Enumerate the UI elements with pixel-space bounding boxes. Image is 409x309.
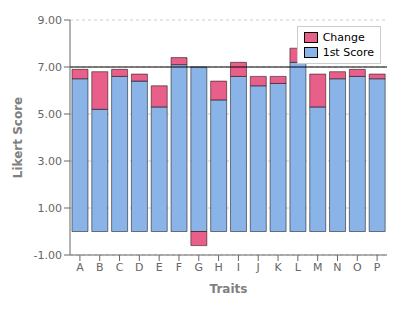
svg-text:A: A: [76, 261, 84, 274]
svg-text:O: O: [353, 261, 362, 274]
svg-text:M: M: [313, 261, 323, 274]
svg-text:H: H: [214, 261, 222, 274]
html-text:1st Score: 1st Score: [322, 46, 374, 59]
svg-text:B: B: [96, 261, 104, 274]
svg-text:7.00: 7.00: [38, 61, 63, 74]
svg-text:F: F: [176, 261, 182, 274]
svg-text:9.00: 9.00: [38, 14, 63, 27]
svg-text:K: K: [274, 261, 282, 274]
svg-text:I: I: [237, 261, 240, 274]
svg-text:3.00: 3.00: [38, 155, 63, 168]
svg-text:Likert Score: Likert Score: [11, 97, 25, 178]
svg-text:5.00: 5.00: [38, 108, 63, 121]
svg-text:N: N: [333, 261, 341, 274]
svg-text:C: C: [116, 261, 124, 274]
svg-text:G: G: [195, 261, 204, 274]
svg-text:-1.00: -1.00: [34, 249, 62, 262]
svg-text:1.00: 1.00: [38, 202, 63, 215]
svg-text:J: J: [256, 261, 260, 274]
svg-text:L: L: [295, 261, 302, 274]
html-text:Change: Change: [322, 31, 365, 44]
svg-text:P: P: [374, 261, 381, 274]
svg-text:Traits: Traits: [210, 282, 248, 296]
svg-text:D: D: [135, 261, 143, 274]
svg-text:E: E: [156, 261, 163, 274]
